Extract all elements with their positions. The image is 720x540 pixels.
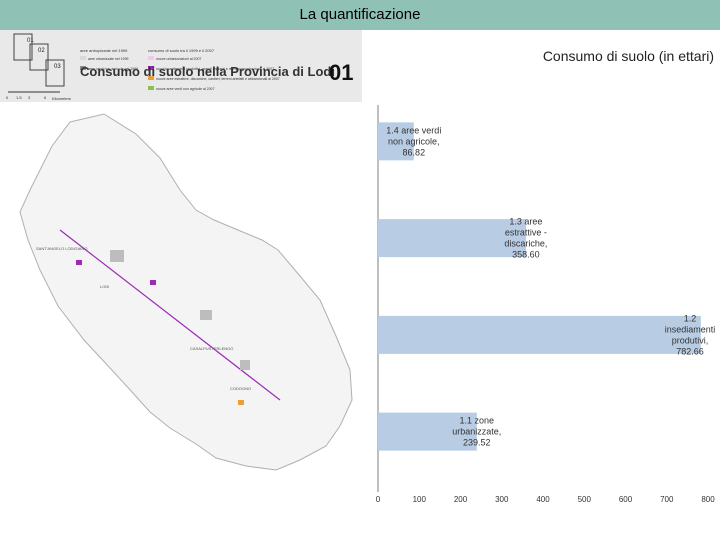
scale-label-0: 0	[6, 95, 9, 100]
town-label-2: SANT'ANGELO LODIGIANO	[36, 246, 87, 251]
page-title: La quantificazione	[299, 6, 421, 23]
index-box-02	[29, 43, 49, 71]
data-label: 1.3 aree estrattive -discariche, 358.60	[504, 217, 547, 260]
urban-area	[240, 360, 250, 370]
town-label-3: CASALPUSTERLENGO	[190, 346, 233, 351]
x-tick-label: 200	[454, 495, 468, 504]
scale-unit: Kilometers	[52, 96, 71, 101]
legend-right-1: nuovi insediamenti produttivi, grandi im…	[156, 67, 274, 71]
province-outline	[19, 113, 353, 471]
bar	[378, 122, 414, 161]
highway-line	[59, 229, 281, 401]
bar	[378, 412, 477, 451]
legend-left-0: aree urbanizzate nel 1999	[88, 57, 129, 61]
scale-label-2: 3	[28, 95, 31, 100]
x-tick-label: 700	[660, 495, 674, 504]
index-label-02: 02	[38, 48, 45, 54]
productive-area	[76, 260, 82, 265]
index-box-03	[45, 59, 65, 87]
map-header: 01 02 03 0 1.5 3 6 Kilometers aree antro…	[0, 30, 362, 102]
legend-heading-left: aree antropizzate nel 1999	[80, 48, 128, 53]
data-label: 1.4 aree verdi non agricole, 86.82	[386, 125, 441, 157]
x-tick-label: 300	[495, 495, 509, 504]
legend-heading-right: consumo di suolo tra il 1999 e il 2007	[148, 48, 215, 53]
urban-area	[200, 310, 212, 320]
scale-label-3: 6	[44, 95, 47, 100]
legend-right-2: nuove aree estrattive, discariche, canti…	[156, 77, 280, 81]
legend-swatch-new-extractive	[148, 76, 154, 80]
legend-right-0: nuove urbanizzazioni al 2007	[156, 57, 201, 61]
town-label-1: CODOGNO	[230, 386, 251, 391]
bar	[378, 315, 701, 354]
legend-swatch-new-productive	[148, 66, 154, 70]
legend-swatch-green-1999	[80, 66, 86, 70]
title-bar: La quantificazione	[0, 0, 720, 30]
index-label-03: 03	[54, 64, 61, 70]
extractive-area	[238, 400, 244, 405]
legend-right-3: nuove aree verdi non agricole al 2007	[156, 87, 215, 91]
legend-swatch-new-green	[148, 86, 154, 90]
chart-title: Consumo di suolo (in ettari)	[542, 48, 714, 64]
legend-swatch-new-urban	[148, 56, 154, 60]
index-box-01	[13, 33, 33, 61]
map-sheet-number: 01	[329, 60, 354, 85]
index-label-01: 01	[27, 38, 34, 44]
province-map: LODI CODOGNO SANT'ANGELO LODIGIANO CASAL…	[19, 113, 353, 471]
legend-swatch-urban-1999	[80, 56, 86, 60]
data-label: 1.1 zone urbanizzate, 239.52	[452, 416, 501, 448]
x-tick-label: 800	[701, 495, 715, 504]
data-label: 1.2 insediamenti produtivi, 782.66	[665, 313, 716, 356]
town-label-0: LODI	[100, 284, 109, 289]
x-tick-label: 400	[536, 495, 550, 504]
productive-area	[150, 280, 156, 285]
legend-left-1: aree verdi non agricole nel 1999	[88, 67, 138, 71]
map-index-diagram: 01 02 03 0 1.5 3 6 Kilometers aree antro…	[6, 33, 280, 101]
bar	[378, 219, 526, 258]
map-title: Consumo di suolo nella Provincia di Lodi	[80, 64, 335, 79]
urban-area	[110, 250, 124, 262]
x-tick-label: 0	[376, 495, 381, 504]
x-tick-label: 600	[619, 495, 633, 504]
scale-label-1: 1.5	[16, 95, 22, 100]
x-tick-label: 100	[413, 495, 427, 504]
x-tick-label: 500	[578, 495, 592, 504]
